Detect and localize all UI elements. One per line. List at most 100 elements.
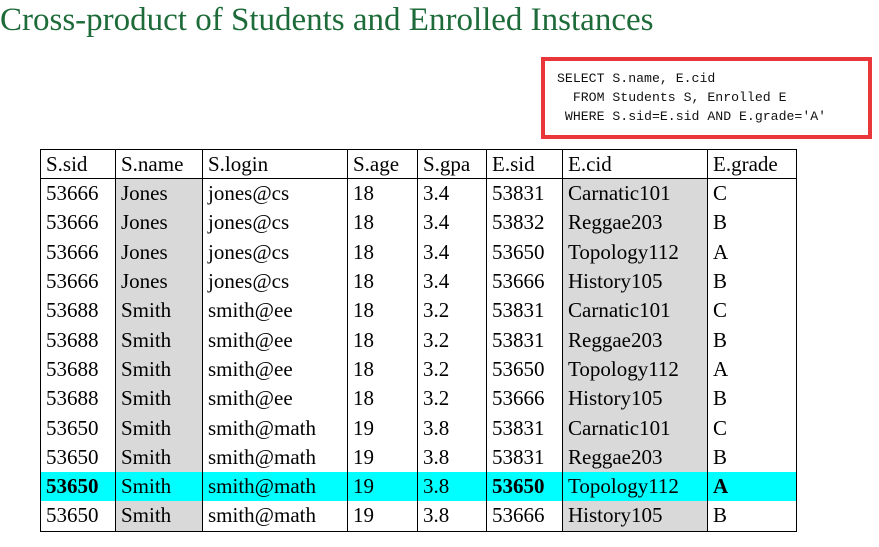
header-s-age: S.age — [347, 149, 418, 179]
cell-s-age: 19 — [347, 501, 418, 532]
cell-s-sid: 53666 — [40, 178, 116, 209]
cell-e-sid: 53831 — [486, 413, 563, 443]
cell-e-grade: C — [707, 413, 797, 443]
header-s-login: S.login — [202, 149, 348, 179]
cell-s-name: Smith — [115, 325, 203, 355]
cell-e-grade: B — [707, 325, 797, 355]
cell-e-grade: B — [707, 266, 797, 297]
table-row: 53666 Jones jones@cs 18 3.4 53650 Topology112 A — [40, 237, 797, 267]
cell-s-login: jones@cs — [202, 208, 348, 238]
cell-s-sid: 53688 — [40, 354, 116, 385]
cell-e-cid: Carnatic101 — [562, 178, 708, 209]
header-s-name: S.name — [115, 149, 203, 179]
cell-s-sid: 53666 — [40, 208, 116, 238]
cell-s-gpa: 3.4 — [417, 208, 487, 238]
cell-e-sid: 53831 — [486, 178, 563, 209]
cell-e-cid: Topology112 — [562, 237, 708, 267]
cell-s-age: 18 — [347, 178, 418, 209]
table-header-row: S.sid S.name S.login S.age S.gpa E.sid E… — [40, 149, 797, 179]
table-row: 53666 Jones jones@cs 18 3.4 53832 Reggae203 B — [40, 208, 797, 238]
cell-s-sid: 53688 — [40, 296, 116, 326]
header-s-sid: S.sid — [40, 149, 116, 179]
table-row: 53688 Smith smith@ee 18 3.2 53831 Reggae203 B — [40, 325, 797, 355]
highlighted-table-row: 53650 Smith smith@math 19 3.8 53650 Topology11… — [40, 471, 797, 502]
sql-where-line: WHERE S.sid=E.sid AND E.grade='A' — [557, 109, 827, 124]
cell-s-gpa: 3.2 — [417, 354, 487, 385]
cell-s-age: 18 — [347, 296, 418, 326]
cell-s-age: 18 — [347, 266, 418, 297]
cell-s-age: 18 — [347, 325, 418, 355]
cell-s-gpa: 3.2 — [417, 296, 487, 326]
table-row: 53688 Smith smith@ee 18 3.2 53831 Carnatic101 C — [40, 296, 797, 326]
cell-e-sid: 53666 — [486, 384, 563, 414]
cell-e-grade: B — [707, 384, 797, 414]
cell-s-name: Jones — [115, 208, 203, 238]
cell-s-gpa: 3.8 — [417, 413, 487, 443]
cell-s-gpa: 3.4 — [417, 178, 487, 209]
cell-e-cid: Reggae203 — [562, 325, 708, 355]
cell-e-sid: 53831 — [486, 442, 563, 472]
cell-s-sid: 53688 — [40, 384, 116, 414]
cell-s-age: 18 — [347, 384, 418, 414]
cell-e-sid: 53666 — [486, 266, 563, 297]
cell-s-login: smith@ee — [202, 325, 348, 355]
cell-e-cid: Carnatic101 — [562, 413, 708, 443]
cell-s-name: Smith — [115, 471, 203, 502]
header-e-grade: E.grade — [707, 149, 797, 179]
sql-select-line: SELECT S.name, E.cid — [557, 71, 716, 86]
table-row: 53650 Smith smith@math 19 3.8 53666 History105… — [40, 501, 797, 532]
cell-e-cid: Reggae203 — [562, 442, 708, 472]
cell-s-login: smith@math — [202, 413, 348, 443]
table-row: 53688 Smith smith@ee 18 3.2 53650 Topology112 A — [40, 354, 797, 385]
cell-s-gpa: 3.8 — [417, 501, 487, 532]
cell-e-grade: B — [707, 501, 797, 532]
header-s-gpa: S.gpa — [417, 149, 487, 179]
sql-from-line: FROM Students S, Enrolled E — [557, 90, 787, 105]
cell-s-name: Smith — [115, 442, 203, 472]
cell-s-name: Smith — [115, 501, 203, 532]
header-e-cid: E.cid — [562, 149, 708, 179]
cell-s-name: Jones — [115, 266, 203, 297]
cell-s-sid: 53666 — [40, 266, 116, 297]
cell-e-grade: B — [707, 442, 797, 472]
slide-title: Cross-product of Students and Enrolled I… — [0, 2, 654, 38]
cell-s-sid: 53688 — [40, 325, 116, 355]
cell-s-sid: 53650 — [40, 442, 116, 472]
cell-e-cid: Carnatic101 — [562, 296, 708, 326]
cell-s-age: 18 — [347, 208, 418, 238]
cell-e-grade: A — [707, 237, 797, 267]
cell-e-cid: Topology112 — [562, 471, 708, 502]
cell-e-sid: 53650 — [486, 354, 563, 385]
table-row: 53688 Smith smith@ee 18 3.2 53666 History105 B — [40, 384, 797, 414]
cell-s-gpa: 3.2 — [417, 384, 487, 414]
cell-s-login: smith@math — [202, 442, 348, 472]
cell-s-age: 18 — [347, 237, 418, 267]
cell-e-grade: A — [707, 354, 797, 385]
cell-e-cid: History105 — [562, 501, 708, 532]
cell-e-sid: 53650 — [486, 471, 563, 502]
cell-e-grade: B — [707, 208, 797, 238]
table-row: 53650 Smith smith@math 19 3.8 53831 Reggae203 B — [40, 442, 797, 472]
cell-s-name: Smith — [115, 354, 203, 385]
cell-e-sid: 53831 — [486, 325, 563, 355]
cell-e-sid: 53650 — [486, 237, 563, 267]
cell-e-cid: Reggae203 — [562, 208, 708, 238]
cell-s-name: Smith — [115, 413, 203, 443]
cell-s-gpa: 3.8 — [417, 442, 487, 472]
cell-s-login: smith@math — [202, 471, 348, 502]
cell-e-grade: A — [707, 471, 797, 502]
cell-s-age: 18 — [347, 354, 418, 385]
cell-s-sid: 53650 — [40, 413, 116, 443]
cell-e-sid: 53832 — [486, 208, 563, 238]
cell-s-login: smith@math — [202, 501, 348, 532]
cell-s-login: smith@ee — [202, 354, 348, 385]
table-row: 53650 Smith smith@math 19 3.8 53831 Carnatic10… — [40, 413, 797, 443]
cell-e-grade: C — [707, 178, 797, 209]
cell-s-age: 19 — [347, 413, 418, 443]
cell-s-sid: 53650 — [40, 501, 116, 532]
cell-e-grade: C — [707, 296, 797, 326]
cell-s-name: Jones — [115, 178, 203, 209]
cell-e-cid: Topology112 — [562, 354, 708, 385]
cell-s-gpa: 3.8 — [417, 471, 487, 502]
cell-s-login: smith@ee — [202, 296, 348, 326]
